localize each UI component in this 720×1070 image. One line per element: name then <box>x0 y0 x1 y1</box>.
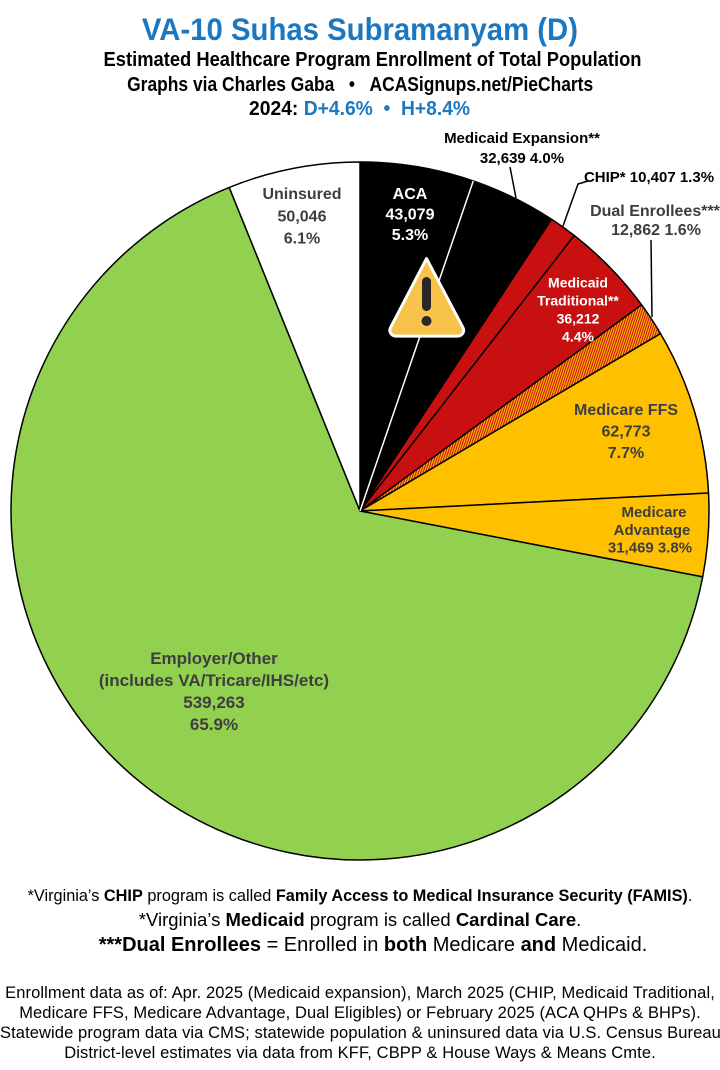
svg-text:Medicaid Expansion**: Medicaid Expansion** <box>444 130 600 147</box>
svg-text:4.4%: 4.4% <box>562 329 594 345</box>
svg-text:43,079: 43,079 <box>386 207 435 224</box>
svg-text:50,046: 50,046 <box>278 209 327 226</box>
svg-text:Employer/Other: Employer/Other <box>150 649 278 668</box>
svg-text:Dual Enrollees***: Dual Enrollees*** <box>590 203 720 220</box>
svg-text:Medicare: Medicare <box>621 504 686 521</box>
svg-text:CHIP* 10,407 1.3%: CHIP* 10,407 1.3% <box>584 169 714 186</box>
svg-text:Uninsured: Uninsured <box>262 186 341 203</box>
svg-text:Medicaid: Medicaid <box>548 275 608 291</box>
svg-text:32,639 4.0%: 32,639 4.0% <box>480 150 564 167</box>
svg-text:5.3%: 5.3% <box>392 227 428 244</box>
svg-text:65.9%: 65.9% <box>190 715 238 734</box>
svg-text:ACA: ACA <box>393 186 428 203</box>
svg-text:31,469 3.8%: 31,469 3.8% <box>608 540 692 557</box>
svg-text:6.1%: 6.1% <box>284 231 320 248</box>
svg-text:(includes VA/Tricare/IHS/etc): (includes VA/Tricare/IHS/etc) <box>99 671 329 690</box>
svg-text:Medicare FFS: Medicare FFS <box>574 402 678 419</box>
svg-text:Advantage: Advantage <box>614 522 691 539</box>
svg-text:62,773: 62,773 <box>602 424 651 441</box>
svg-text:36,212: 36,212 <box>557 311 600 327</box>
svg-text:7.7%: 7.7% <box>608 445 644 462</box>
svg-text:539,263: 539,263 <box>183 693 244 712</box>
svg-text:12,862 1.6%: 12,862 1.6% <box>611 222 701 239</box>
svg-text:Traditional**: Traditional** <box>537 293 619 309</box>
